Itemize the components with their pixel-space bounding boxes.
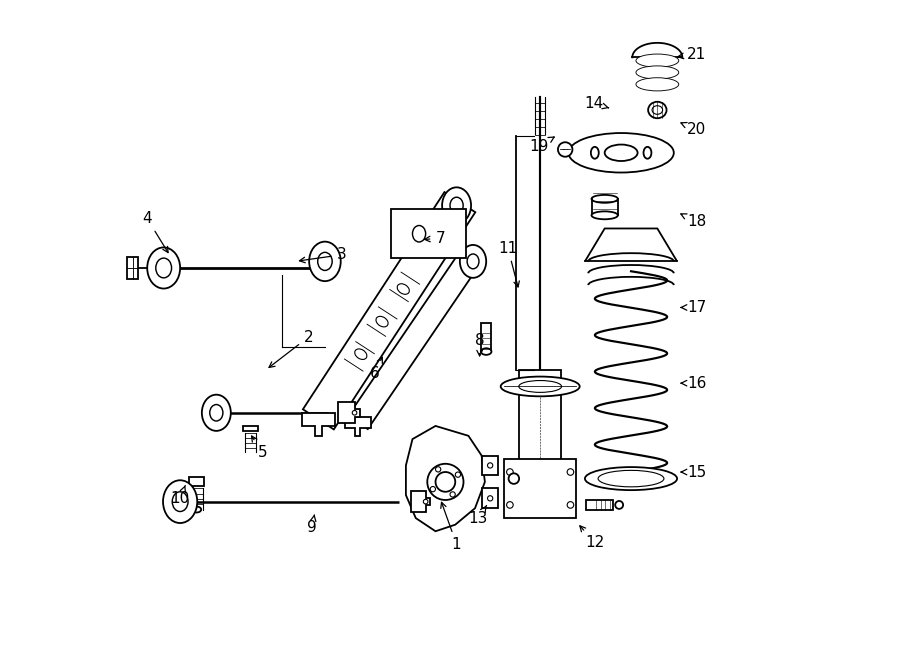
Ellipse shape <box>442 187 471 223</box>
Ellipse shape <box>500 377 580 397</box>
Ellipse shape <box>172 492 188 512</box>
Polygon shape <box>302 412 335 436</box>
Ellipse shape <box>507 469 513 475</box>
Ellipse shape <box>636 78 679 91</box>
Ellipse shape <box>436 467 441 472</box>
Ellipse shape <box>567 469 573 475</box>
Ellipse shape <box>518 381 562 393</box>
Ellipse shape <box>467 254 479 269</box>
Text: 1: 1 <box>441 502 462 552</box>
Ellipse shape <box>412 225 426 242</box>
Ellipse shape <box>591 147 599 159</box>
Text: 7: 7 <box>425 231 445 246</box>
Polygon shape <box>345 417 371 436</box>
Polygon shape <box>406 426 485 531</box>
Text: 13: 13 <box>469 506 488 525</box>
Text: 2: 2 <box>269 330 313 368</box>
Ellipse shape <box>636 54 679 67</box>
Ellipse shape <box>652 106 662 114</box>
Text: 21: 21 <box>678 46 707 61</box>
Ellipse shape <box>405 215 434 252</box>
Bar <box>482 455 498 475</box>
Bar <box>189 477 204 486</box>
Bar <box>482 488 498 508</box>
Ellipse shape <box>430 486 436 492</box>
Ellipse shape <box>598 471 664 487</box>
Ellipse shape <box>318 253 332 270</box>
Ellipse shape <box>450 492 455 497</box>
Ellipse shape <box>460 245 486 278</box>
Text: 20: 20 <box>681 122 706 137</box>
Polygon shape <box>410 491 430 512</box>
Ellipse shape <box>309 242 341 281</box>
Text: 6: 6 <box>369 358 382 381</box>
Text: 10: 10 <box>170 485 190 506</box>
Text: 12: 12 <box>580 525 605 550</box>
Ellipse shape <box>488 496 493 501</box>
Ellipse shape <box>567 502 573 508</box>
Bar <box>504 459 576 518</box>
Ellipse shape <box>156 258 172 278</box>
Polygon shape <box>585 229 677 261</box>
Ellipse shape <box>569 133 674 173</box>
Ellipse shape <box>488 463 493 468</box>
Ellipse shape <box>192 506 202 512</box>
Ellipse shape <box>558 142 572 157</box>
Ellipse shape <box>397 284 410 294</box>
Ellipse shape <box>428 464 464 500</box>
Bar <box>481 323 491 352</box>
Ellipse shape <box>591 212 617 219</box>
Bar <box>586 500 613 510</box>
Ellipse shape <box>423 499 428 504</box>
Ellipse shape <box>163 481 197 523</box>
Ellipse shape <box>507 502 513 508</box>
Ellipse shape <box>436 472 455 492</box>
Text: 8: 8 <box>475 333 484 356</box>
Text: 19: 19 <box>529 137 554 154</box>
Ellipse shape <box>616 501 623 509</box>
Text: 14: 14 <box>584 96 608 111</box>
Ellipse shape <box>605 145 637 161</box>
Ellipse shape <box>481 348 491 355</box>
Text: 15: 15 <box>681 465 706 479</box>
Text: 3: 3 <box>300 247 346 263</box>
Ellipse shape <box>210 405 223 421</box>
Ellipse shape <box>202 395 230 431</box>
Text: 9: 9 <box>307 515 317 535</box>
Ellipse shape <box>617 147 626 159</box>
Text: 18: 18 <box>680 214 706 229</box>
Ellipse shape <box>636 66 679 79</box>
Bar <box>519 370 562 515</box>
Text: 5: 5 <box>252 436 267 460</box>
Ellipse shape <box>508 473 519 484</box>
Ellipse shape <box>455 472 461 477</box>
Ellipse shape <box>591 195 617 203</box>
Bar <box>128 257 138 278</box>
Bar <box>391 209 466 258</box>
Text: 4: 4 <box>142 211 168 253</box>
Ellipse shape <box>585 467 677 490</box>
Ellipse shape <box>148 247 180 289</box>
Ellipse shape <box>644 147 652 159</box>
Text: 17: 17 <box>681 300 706 315</box>
Ellipse shape <box>376 317 388 327</box>
Polygon shape <box>338 403 360 423</box>
Ellipse shape <box>352 410 357 415</box>
Ellipse shape <box>648 102 667 118</box>
Bar <box>243 426 258 431</box>
Text: 11: 11 <box>499 241 519 287</box>
Text: 16: 16 <box>681 375 706 391</box>
Ellipse shape <box>450 197 464 214</box>
Ellipse shape <box>355 349 367 360</box>
